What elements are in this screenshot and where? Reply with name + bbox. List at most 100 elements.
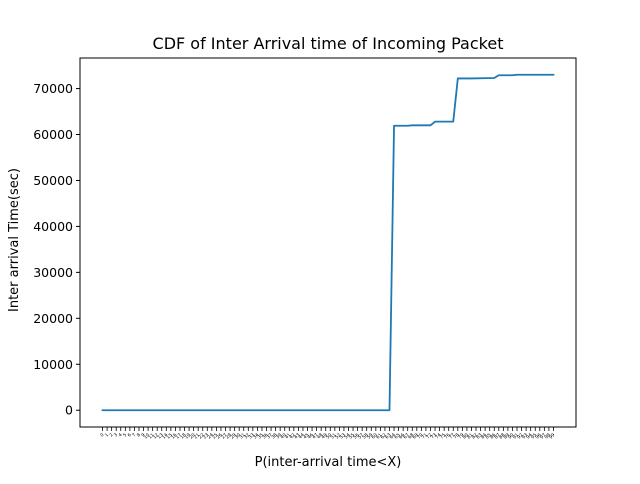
x-tick-label: 18 [179, 432, 187, 440]
x-tick-label: 87 [493, 432, 501, 440]
x-tick-label: 60 [370, 432, 378, 440]
x-tick-label: 86 [489, 432, 497, 440]
x-tick-label: 33 [247, 432, 255, 440]
x-tick-label: 97 [539, 432, 547, 440]
x-tick-label: 81 [466, 432, 474, 440]
x-tick-label: 91 [512, 432, 520, 440]
x-tick-label: 35 [257, 432, 265, 440]
x-axis-label: P(inter-arrival time<X) [255, 455, 402, 470]
x-tick-label: 78 [452, 432, 460, 440]
x-tick-label: 99 [548, 432, 556, 440]
x-tick-label: 16 [170, 432, 178, 440]
x-tick-label: 42 [288, 432, 296, 440]
series-layer [101, 73, 555, 412]
x-tick-label: 30 [234, 432, 242, 440]
x-tick-label: 10 [143, 432, 151, 440]
x-tick-label: 3 [113, 432, 119, 438]
x-tick-label: 68 [407, 432, 415, 440]
x-tick-label: 63 [384, 432, 392, 440]
x-tick-label: 65 [393, 432, 401, 440]
x-tick-label: 40 [279, 432, 287, 440]
x-tick-label: 98 [544, 432, 552, 440]
x-tick-label: 19 [184, 432, 192, 440]
x-tick-label: 57 [357, 432, 365, 440]
x-tick-label: 66 [398, 432, 406, 440]
x-tick-label: 2 [108, 432, 114, 438]
x-tick-label: 37 [266, 432, 274, 440]
y-tick-label: 0 [65, 403, 73, 418]
y-tick-label: 50000 [33, 173, 73, 188]
x-tick-label: 58 [361, 432, 369, 440]
x-tick-label: 64 [389, 432, 397, 440]
x-tick-label: 4 [117, 432, 123, 438]
x-tick-label: 74 [434, 432, 442, 440]
x-tick-label: 71 [421, 432, 429, 440]
x-tick-label: 76 [443, 432, 451, 440]
x-tick-label: 93 [521, 432, 529, 440]
x-tick-label: 70 [416, 432, 424, 440]
x-tick-label: 52 [334, 432, 342, 440]
x-tick-label: 38 [270, 432, 278, 440]
y-axis: 0 10000 20000 30000 40000 50000 60000 70000 [33, 81, 80, 418]
x-tick-label: 54 [343, 432, 351, 440]
x-tick-label: 24 [206, 432, 214, 440]
x-tick-label: 8 [136, 432, 142, 438]
y-tick-label: 70000 [33, 81, 73, 96]
x-tick-label: 55 [348, 432, 356, 440]
x-tick-label: 15 [165, 432, 173, 440]
x-tick-label: 83 [475, 432, 483, 440]
x-tick-label: 1 [104, 432, 110, 438]
x-tick-label: 44 [298, 432, 306, 440]
x-tick-label: 0 [99, 432, 105, 438]
x-tick-label: 12 [152, 432, 160, 440]
x-tick-label: 39 [275, 432, 283, 440]
x-tick-label: 32 [243, 432, 251, 440]
x-tick-label: 51 [329, 432, 337, 440]
x-tick-label: 22 [197, 432, 205, 440]
x-tick-label: 13 [156, 432, 164, 440]
x-tick-label: 59 [366, 432, 374, 440]
x-tick-label: 79 [457, 432, 465, 440]
x-tick-label: 14 [161, 432, 169, 440]
x-tick-label: 23 [202, 432, 210, 440]
x-tick-label: 36 [261, 432, 269, 440]
x-tick-label: 49 [320, 432, 328, 440]
x-tick-label: 31 [238, 432, 246, 440]
x-tick-label: 53 [339, 432, 347, 440]
y-tick-label: 10000 [33, 357, 73, 372]
x-tick-label: 6 [127, 432, 133, 438]
x-tick-label: 50 [325, 432, 333, 440]
x-tick-label: 25 [211, 432, 219, 440]
x-tick-label: 11 [147, 432, 155, 440]
x-tick-label: 43 [293, 432, 301, 440]
x-tick-label: 45 [302, 432, 310, 440]
y-tick-label: 60000 [33, 127, 73, 142]
x-axis: 0123456789101112131415161718192021222324… [99, 427, 556, 440]
x-tick-label: 69 [411, 432, 419, 440]
plot-frame [79, 57, 577, 428]
x-tick-label: 56 [352, 432, 360, 440]
x-tick-label: 80 [462, 432, 470, 440]
x-tick-label: 7 [131, 432, 137, 438]
x-tick-label: 84 [480, 432, 488, 440]
x-tick-label: 9 [140, 432, 146, 438]
x-tick-label: 94 [525, 432, 533, 440]
y-tick-label: 30000 [33, 265, 73, 280]
x-tick-label: 75 [439, 432, 447, 440]
x-tick-label: 46 [307, 432, 315, 440]
x-tick-label: 85 [484, 432, 492, 440]
x-tick-label: 21 [193, 432, 201, 440]
x-tick-label: 17 [175, 432, 183, 440]
x-tick-label: 28 [225, 432, 233, 440]
x-tick-label: 73 [430, 432, 438, 440]
x-tick-label: 41 [284, 432, 292, 440]
x-tick-label: 20 [188, 432, 196, 440]
x-tick-label: 27 [220, 432, 228, 440]
x-tick-label: 48 [316, 432, 324, 440]
x-tick-label: 67 [402, 432, 410, 440]
x-tick-label: 82 [471, 432, 479, 440]
x-tick-label: 26 [216, 432, 224, 440]
x-tick-label: 89 [503, 432, 511, 440]
